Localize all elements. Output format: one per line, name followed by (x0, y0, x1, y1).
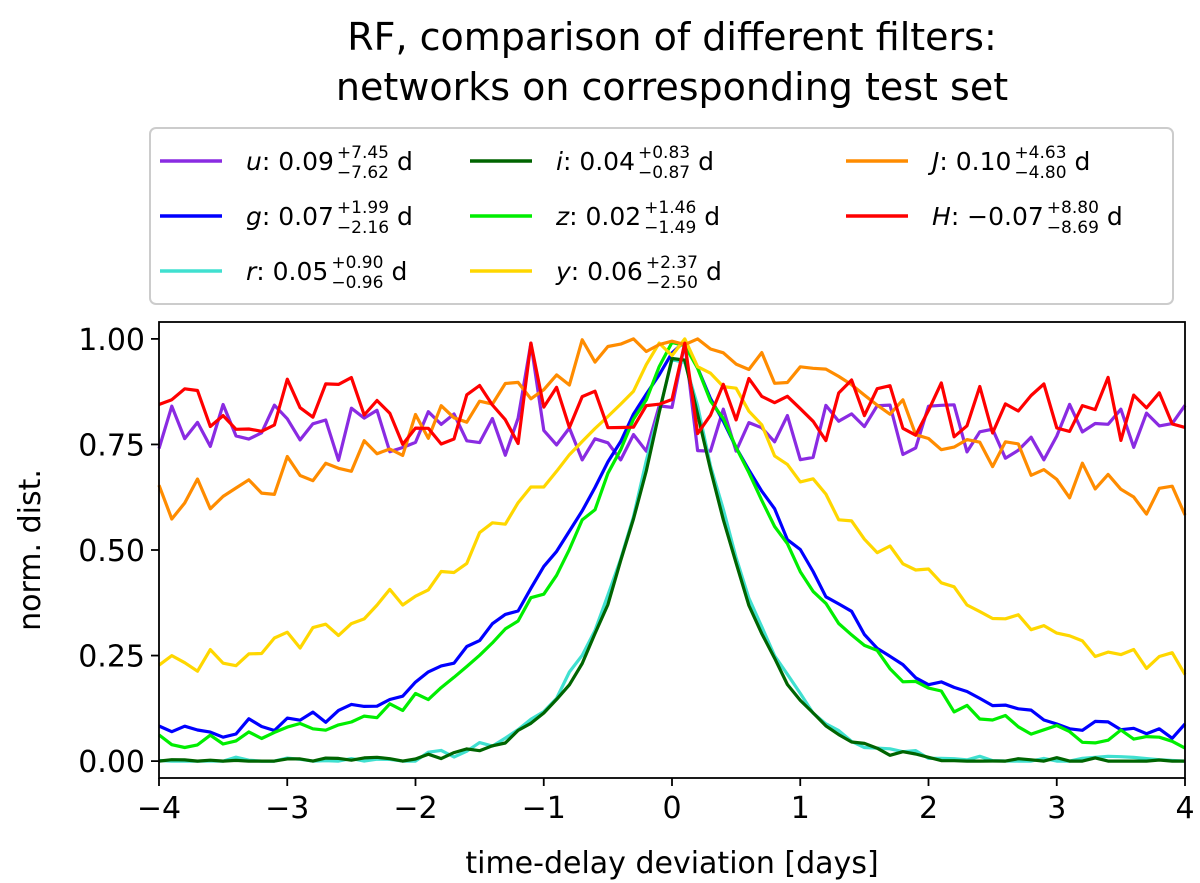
legend-label-u: u: 0.09 (246, 147, 334, 176)
legend-series-value: : 0.09 (262, 147, 334, 176)
legend-unit: d (698, 147, 714, 176)
plot-frame (158, 321, 1186, 779)
legend-unit: d (391, 257, 407, 286)
legend-unit: d (397, 147, 413, 176)
legend-unit: d (1107, 202, 1123, 231)
legend-series-value: : 0.06 (571, 257, 643, 286)
chart-title-line-1: RF, comparison of different filters: (347, 15, 997, 59)
legend-plus-error: +1.46 (644, 198, 696, 218)
x-tick-label: 0 (662, 791, 681, 826)
legend-series-value: : 0.02 (569, 202, 641, 231)
legend-minus-error: −7.62 (337, 163, 389, 183)
y-tick-label: 0.50 (78, 534, 145, 569)
x-tick-label: −1 (522, 791, 566, 826)
series-line-r (158, 358, 1186, 763)
x-axis: −4 −3 −2 −1 0 1 2 3 4 (137, 778, 1195, 826)
legend-series-name: g (246, 202, 262, 231)
legend-minus-error: −4.80 (1014, 163, 1066, 183)
plot-area (157, 337, 1187, 763)
series-line-H (158, 341, 1186, 446)
y-axis-label: norm. dist. (13, 469, 48, 631)
legend-minus-error: −2.16 (337, 218, 389, 238)
legend-series-value: : 0.04 (563, 147, 635, 176)
legend-unit: d (1075, 147, 1091, 176)
legend-plus-error: +1.99 (337, 198, 389, 218)
x-tick-label: −3 (265, 791, 309, 826)
y-axis: 0.00 0.25 0.50 0.75 1.00 (78, 323, 159, 780)
series-line-i (158, 356, 1185, 763)
legend-plus-error: +0.90 (331, 253, 383, 273)
x-tick-label: −4 (137, 791, 181, 826)
legend-plus-error: +8.80 (1047, 198, 1099, 218)
legend: u: 0.09 +7.45−7.62 dg: 0.07 +1.99−2.16 dr: 0… (149, 127, 1174, 305)
legend-series-name: r (246, 257, 258, 286)
y-tick-label: 0.00 (78, 745, 145, 780)
legend-series-value: : −0.07 (951, 202, 1044, 231)
series-line-J (157, 337, 1187, 521)
legend-series-name: H (932, 202, 951, 231)
legend-label-i: i: 0.04 (556, 147, 635, 176)
series-line-y (158, 337, 1187, 676)
legend-label-y: y: 0.06 (555, 257, 643, 286)
x-axis-label: time-delay deviation [days] (465, 846, 878, 881)
y-tick-label: 0.25 (78, 640, 145, 675)
legend-unit: d (397, 202, 413, 231)
legend-plus-error: +4.63 (1014, 143, 1066, 163)
legend-minus-error: −0.87 (638, 163, 690, 183)
legend-unit: d (704, 202, 720, 231)
legend-label-H: H: −0.07 (932, 202, 1044, 231)
x-tick-label: −2 (393, 791, 437, 826)
y-tick-label: 1.00 (78, 323, 145, 358)
legend-series-value: : 0.07 (262, 202, 334, 231)
y-tick-label: 0.75 (78, 428, 145, 463)
legend-series-name: u (246, 147, 262, 176)
legend-label-g: g: 0.07 (246, 202, 334, 231)
x-tick-label: 3 (1047, 791, 1066, 826)
legend-minus-error: −1.49 (644, 218, 696, 238)
legend-label-z: z: 0.02 (555, 202, 641, 231)
legend-series-name: z (555, 202, 570, 231)
legend-plus-error: +0.83 (638, 143, 690, 163)
legend-frame (149, 127, 1174, 305)
legend-series-name: y (555, 257, 572, 286)
legend-minus-error: −0.96 (331, 273, 383, 293)
legend-label-r: r: 0.05 (246, 257, 328, 286)
legend-minus-error: −8.69 (1047, 218, 1099, 238)
legend-label-J: J: 0.10 (927, 147, 1011, 176)
legend-series-value: : 0.10 (939, 147, 1011, 176)
legend-unit: d (706, 257, 722, 286)
x-tick-label: 1 (791, 791, 810, 826)
series-line-u (157, 341, 1187, 462)
legend-series-name: i (556, 147, 563, 176)
legend-plus-error: +2.37 (646, 253, 698, 273)
legend-minus-error: −2.50 (646, 273, 698, 293)
legend-plus-error: +7.45 (337, 143, 389, 163)
x-tick-label: 4 (1175, 791, 1194, 826)
chart-title-line-2: networks on corresponding test set (336, 65, 1008, 109)
series-line-g (158, 339, 1187, 740)
legend-series-value: : 0.05 (256, 257, 328, 286)
x-tick-label: 2 (919, 791, 938, 826)
